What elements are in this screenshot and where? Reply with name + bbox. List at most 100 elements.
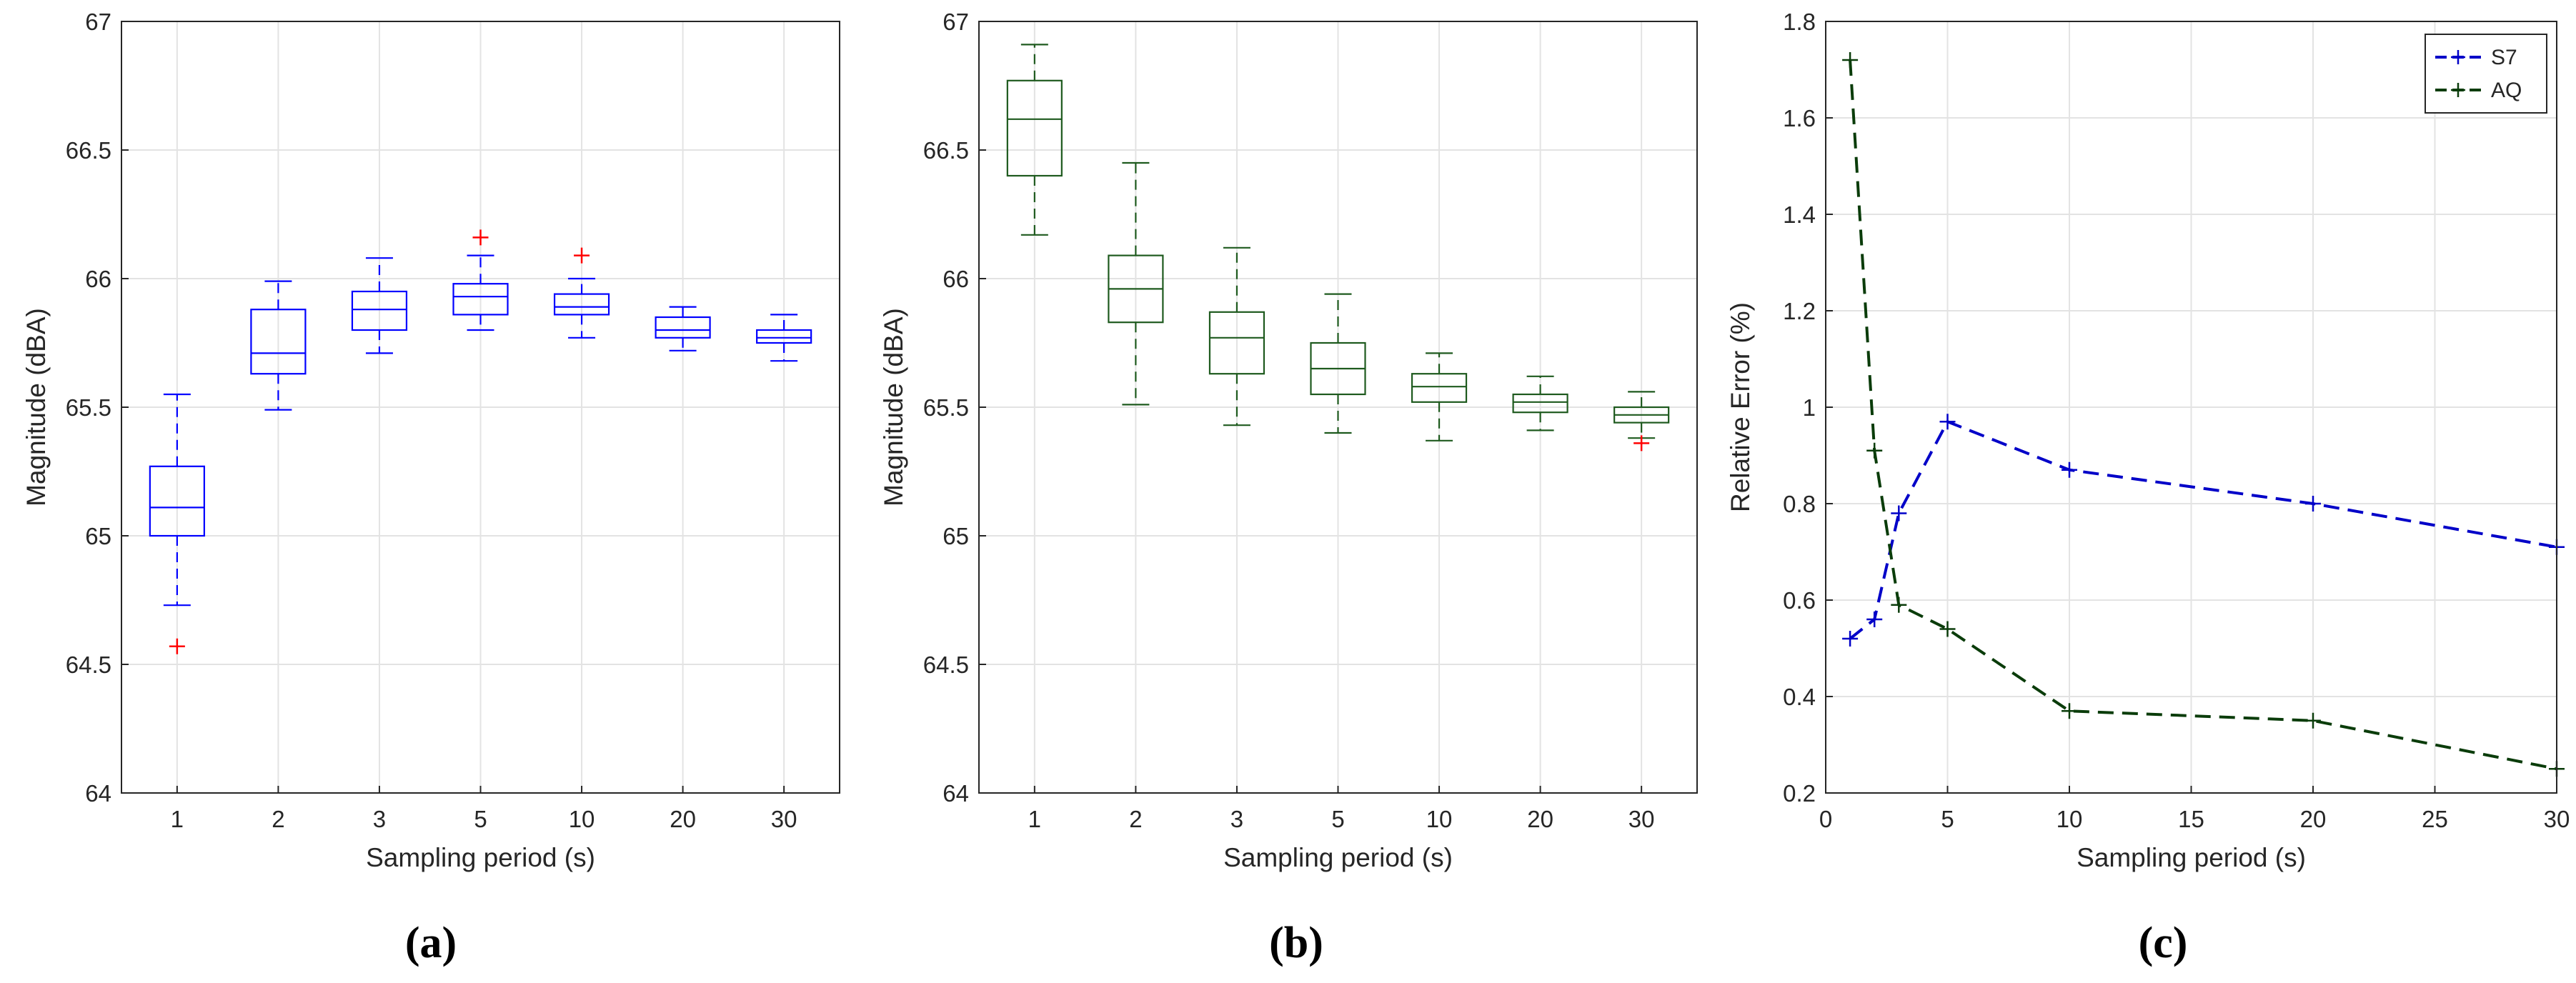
panel-b-box-1 [1006,44,1063,236]
panel-c-data-point-S7 [2062,461,2077,478]
panel-a-y-tick-label: 67 [85,9,111,35]
panel-b-y-tick-label: 64 [943,780,969,807]
panel-c-y-tick-label: 0.8 [1783,491,1816,517]
panel-b-y-tick-label: 66.5 [923,137,969,164]
panel-a-iqr-box [250,309,307,375]
panel-a-iqr-box [149,465,205,537]
panel-c-data-point-S7 [1842,631,1859,647]
panel-b-y-tick-label: 67 [943,9,969,35]
panel-c-x-tick-label: 10 [2057,806,2083,832]
panel-b-y-tick-label: 66 [943,266,969,292]
panel-c-y-tick-label: 0.4 [1783,684,1816,710]
panel-a-box-2 [250,280,307,411]
panel-b-x-tick-label: 30 [1628,806,1655,832]
panel-c-data-point-AQ [2062,703,2077,719]
panel-c-data-point-S7 [2305,496,2321,512]
panel-b-x-axis-label: Sampling period (s) [1223,843,1453,872]
panel-a-y-tick-label: 65.5 [66,394,111,421]
panel-a-box-20 [655,306,711,351]
panel-c-series-line-AQ [1849,59,2557,771]
panel-c-y-tick-label: 1.4 [1783,201,1816,228]
panel-c-legend-marker-AQ [2451,83,2465,97]
panel-b-iqr-box [1512,393,1568,414]
panel-a-iqr-box [655,316,711,339]
panel-a-x-tick-label: 3 [373,806,386,832]
panel-c-data-point-AQ [1891,597,1907,613]
panel-b-box-10 [1411,352,1468,441]
panel-c-y-tick-label: 0.2 [1783,780,1816,807]
panel-a-outlier-marker [574,247,590,264]
panel-b-iqr-box [1208,311,1265,375]
panel-b-x-tick-label: 1 [1028,806,1041,832]
panel-a-box-5 [452,229,509,331]
panel-c-legend-label-AQ: AQ [2491,79,2522,102]
panel-c-series-AQ [1842,52,2565,777]
panel-c-legend: S7 AQ [2425,34,2547,114]
panel-a-y-tick-label: 64.5 [66,652,111,678]
panel-c-data-point-AQ [1866,442,1883,459]
panel-a-panel-caption: (a) [405,919,457,967]
panel-c-y-tick-label: 1.6 [1783,105,1816,131]
panel-b-box-30 [1613,391,1670,451]
panel-c-x-tick-label: 15 [2178,806,2204,832]
panel-b-iqr-box [1411,373,1468,403]
panel-c-data-point-S7 [1939,414,1956,430]
panel-a-x-tick-label: 30 [771,806,797,832]
panel-b-box-5 [1310,293,1366,434]
panel-c-legend-box [2425,34,2547,114]
panel-c-x-tick-label: 25 [2422,806,2448,832]
panel-c-y-tick-label: 0.6 [1783,587,1816,614]
panel-b-outlier-marker [1633,435,1650,451]
panel-a-y-tick-label: 64 [85,780,111,807]
panel-a-y-tick-label: 66.5 [66,137,111,164]
panel-b-y-tick-label: 64.5 [923,652,969,678]
panel-c-x-tick-label: 0 [1819,806,1832,832]
panel-c-y-axis-label: Relative Error (%) [1726,302,1755,512]
panel-a-x-axis-label: Sampling period (s) [366,843,595,872]
panel-a-outlier-marker [472,229,489,246]
panel-b-y-axis-label: Magnitude (dBA) [879,308,908,507]
panel-a-iqr-box [351,290,408,331]
panel-a-box-30 [756,314,812,362]
panel-b-box-2 [1108,161,1164,406]
panel-a-iqr-box [553,293,610,316]
panel-a-boxplot: 64 64.5 65 65.5 66 66.5 67 1 2 3 5 10 20 30 Sampling p… [21,9,840,967]
panel-a-box-3 [351,257,408,354]
panel-b-x-tick-label: 3 [1230,806,1243,832]
panel-c-x-tick-label: 30 [2544,806,2570,832]
panel-a-y-tick-label: 66 [85,266,111,292]
panel-a-x-tick-label: 1 [171,806,184,832]
panel-c-data-point-AQ [2305,712,2321,729]
panel-c-y-tick-label: 1.8 [1783,9,1816,35]
panel-b-y-tick-label: 65.5 [923,394,969,421]
panel-b-x-tick-label: 20 [1527,806,1553,832]
panel-a-iqr-box [452,283,509,316]
panel-a-box-1 [149,393,205,654]
panel-c-data-point-AQ [1939,621,1956,637]
panel-a-box-10 [553,247,610,339]
panel-c-series-line-S7 [1849,419,2557,640]
panel-c-series-S7 [1842,414,2565,647]
panel-c-line-chart: 0.2 0.4 0.6 0.8 1 1.2 1.4 1.6 1.8 0 5 10 15 20 25 30 Sam… [1726,9,2570,967]
panel-b-boxplot: 64 64.5 65 65.5 66 66.5 67 1 2 3 5 10 20 30 Sampling p… [879,9,1698,967]
panel-b-panel-caption: (b) [1269,919,1323,967]
panel-b-x-tick-label: 10 [1426,806,1453,832]
panel-c-legend-label-S7: S7 [2491,46,2517,69]
panel-a-x-tick-label: 2 [272,806,284,832]
panel-c-y-tick-label: 1.2 [1783,298,1816,324]
panel-b-y-tick-label: 65 [943,523,969,549]
panel-c-y-tick-label: 1 [1803,394,1816,421]
panel-c-data-point-AQ [1842,52,1859,68]
panel-b-x-tick-label: 5 [1331,806,1344,832]
panel-a-outlier-marker [169,638,185,654]
panel-c-data-point-S7 [1866,612,1883,627]
panel-a-x-tick-label: 20 [670,806,696,832]
panel-a-x-tick-label: 10 [569,806,595,832]
panel-a-x-tick-label: 5 [474,806,487,832]
panel-c-panel-caption: (c) [2139,919,2188,967]
panel-c-x-tick-label: 5 [1941,806,1954,832]
panel-c-x-axis-label: Sampling period (s) [2077,843,2306,872]
panel-c-data-point-S7 [1891,505,1907,522]
panel-b-box-20 [1512,375,1568,431]
